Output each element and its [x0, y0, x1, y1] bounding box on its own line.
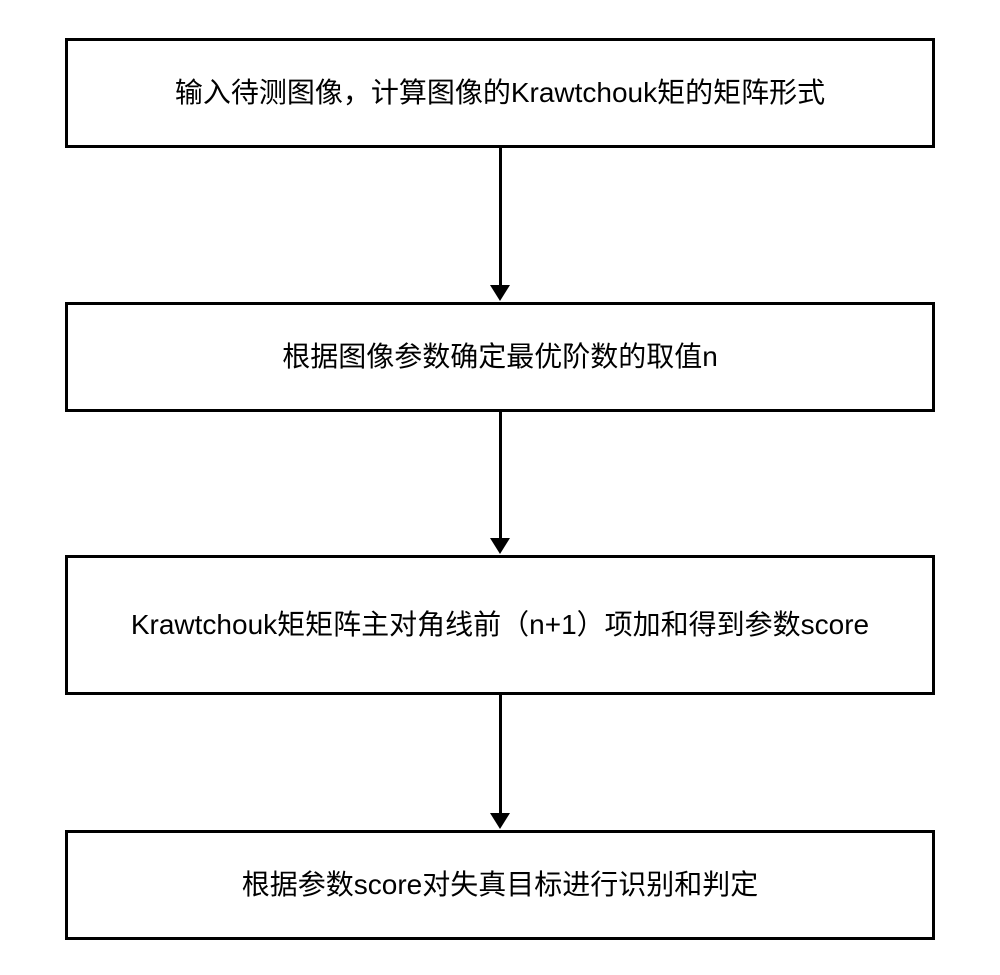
- arrow-head-icon: [490, 813, 510, 829]
- flow-box-1: 输入待测图像，计算图像的Krawtchouk矩的矩阵形式: [65, 38, 935, 148]
- flow-box-1-text: 输入待测图像，计算图像的Krawtchouk矩的矩阵形式: [175, 72, 825, 114]
- flow-box-3: Krawtchouk矩矩阵主对角线前（n+1）项加和得到参数score: [65, 555, 935, 695]
- flow-box-4-text: 根据参数score对失真目标进行识别和判定: [242, 864, 758, 906]
- flow-arrow-3: [490, 695, 510, 829]
- flow-box-4: 根据参数score对失真目标进行识别和判定: [65, 830, 935, 940]
- arrow-line: [499, 148, 502, 286]
- arrow-head-icon: [490, 285, 510, 301]
- arrow-head-icon: [490, 538, 510, 554]
- flow-box-2: 根据图像参数确定最优阶数的取值n: [65, 302, 935, 412]
- flow-box-3-text: Krawtchouk矩矩阵主对角线前（n+1）项加和得到参数score: [131, 604, 869, 646]
- flow-arrow-2: [490, 412, 510, 554]
- arrow-line: [499, 412, 502, 539]
- flow-box-2-text: 根据图像参数确定最优阶数的取值n: [282, 336, 718, 378]
- arrow-line: [499, 695, 502, 814]
- flowchart-container: 输入待测图像，计算图像的Krawtchouk矩的矩阵形式 根据图像参数确定最优阶…: [0, 0, 1000, 975]
- flow-arrow-1: [490, 148, 510, 301]
